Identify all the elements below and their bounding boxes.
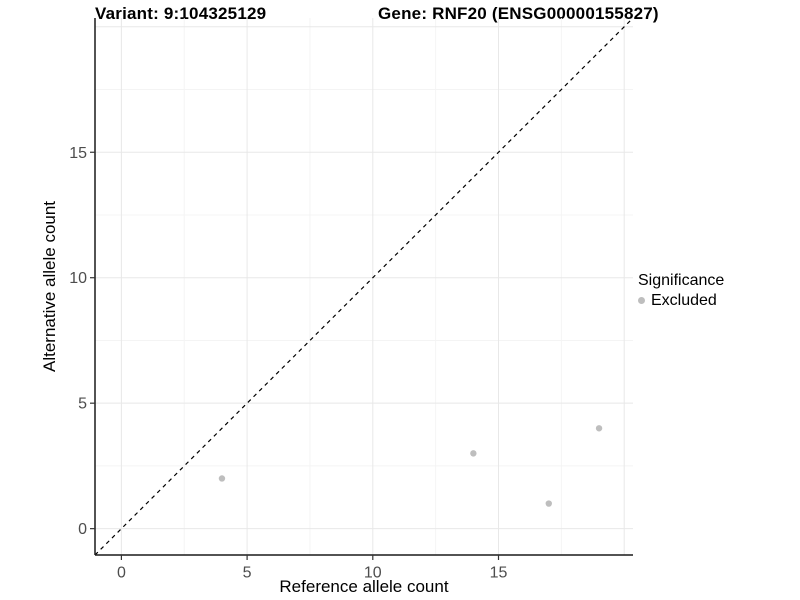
data-point-4-2 [218,475,226,482]
y-tick-label-10: 10 [69,270,87,287]
reference-line-group [95,18,633,555]
x-tick-label-5: 5 [243,565,252,582]
x-tick-label-15: 15 [490,565,508,582]
y-tick-label-15: 15 [69,145,87,162]
data-points [218,425,603,507]
legend-title: Significance [638,272,725,289]
gene-title: Gene: RNF20 (ENSG00000155827) [378,4,659,23]
y-tick-label-0: 0 [78,521,87,538]
legend-item-label: Excluded [651,292,717,309]
excluded-point-icon [638,297,645,304]
variant-title: Variant: 9:104325129 [95,4,267,23]
y-tick-label-5: 5 [78,396,87,413]
x-tick-label-10: 10 [364,565,382,582]
legend: Significance Excluded [638,271,724,309]
x-tick-label-0: 0 [117,565,126,582]
y-axis-title: Alternative allele count [40,201,59,372]
identity-dashed-line [95,18,633,555]
data-point-19-4 [595,425,603,432]
legend-item-excluded: Excluded [638,292,724,309]
axes: 0 5 10 15 0 5 10 15 [69,18,633,582]
gridlines [95,18,633,555]
data-point-14-3 [470,450,477,457]
x-axis-title: Reference allele count [279,577,448,596]
data-point-17-1 [545,500,552,507]
